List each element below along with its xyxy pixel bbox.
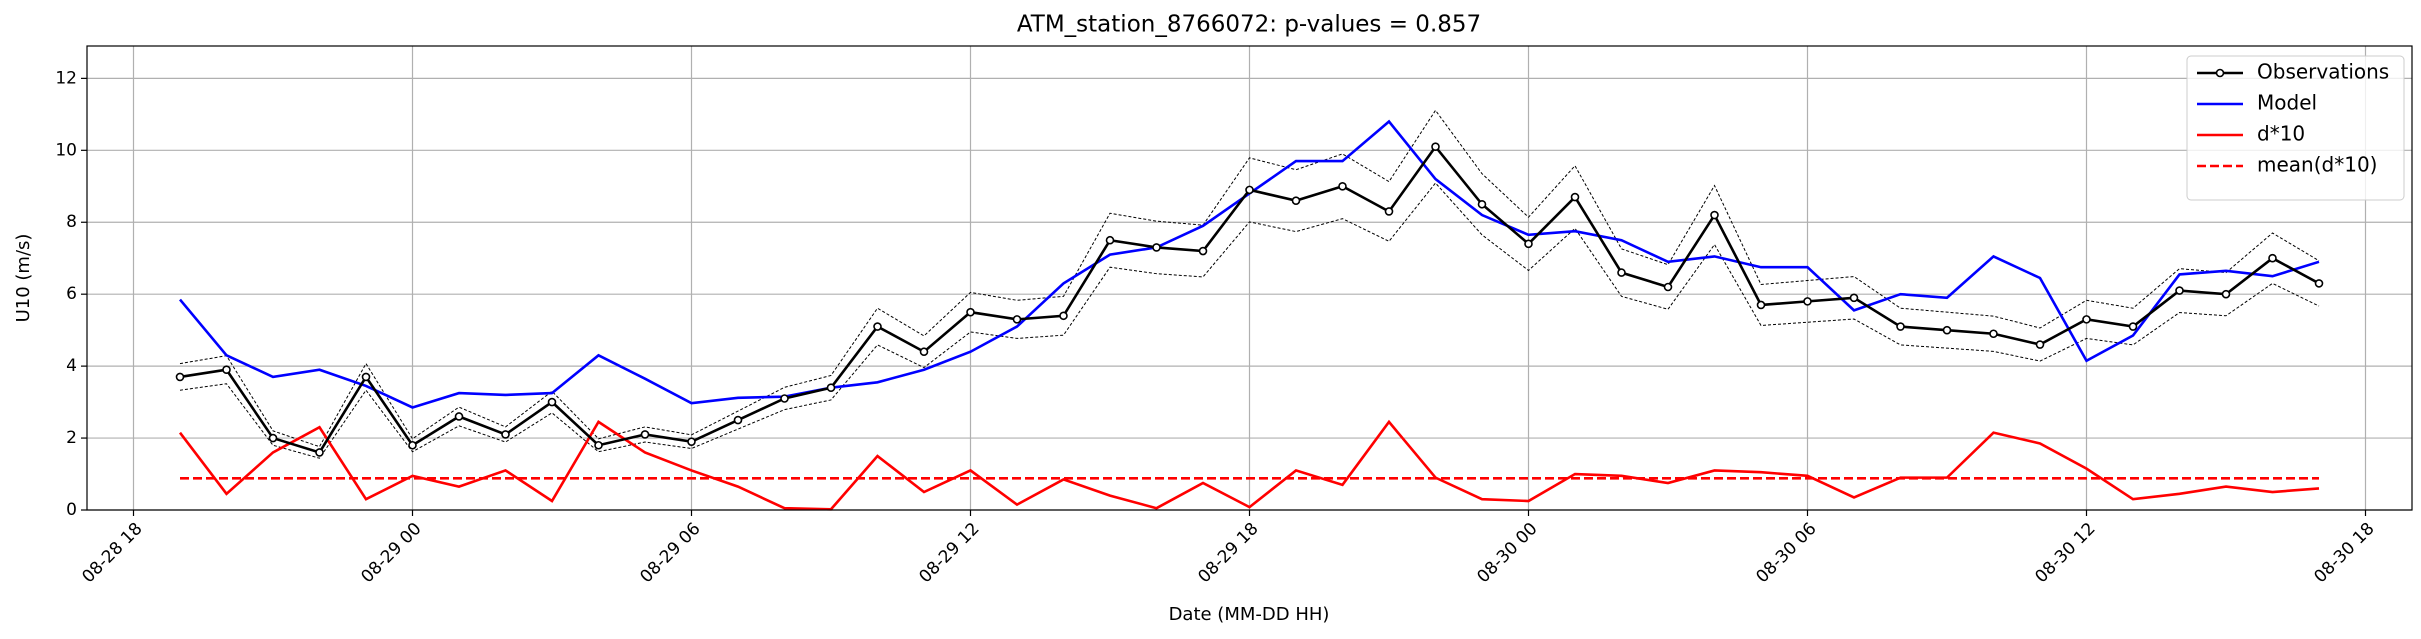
data-point: [2221, 289, 2231, 299]
y-tick-label: 10: [55, 140, 77, 160]
series-line: [179, 182, 2320, 459]
data-point: [1245, 185, 1254, 195]
data-point: [1012, 315, 1022, 324]
data-point: [594, 440, 603, 450]
data-point: [2314, 279, 2324, 288]
y-tick-label: 0: [66, 500, 77, 520]
data-point: [1291, 196, 1301, 205]
legend-label: Model: [2257, 91, 2317, 115]
data-point: [1663, 282, 1673, 292]
data-point: [1338, 181, 1347, 191]
y-tick-label: 6: [66, 284, 77, 304]
data-point: [1756, 300, 1766, 310]
x-axis-label: Date (MM-DD HH): [1169, 604, 1330, 625]
data-point: [2082, 315, 2091, 324]
data-point: [1896, 322, 1905, 331]
data-point: [2175, 286, 2184, 295]
data-point: [1384, 207, 1394, 216]
legend-marker: [2215, 68, 2225, 78]
data-point: [268, 433, 278, 443]
data-point: [1942, 325, 1952, 335]
y-tick-label: 2: [66, 428, 77, 448]
y-axis-label: U10 (m/s): [13, 234, 34, 323]
data-point: [1152, 243, 1161, 252]
data-point: [966, 307, 975, 317]
chart-title: ATM_station_8766072: p-values = 0.857: [1017, 12, 1481, 38]
data-point: [175, 372, 185, 382]
data-point: [222, 365, 231, 375]
data-point: [408, 440, 417, 450]
data-point: [826, 383, 836, 393]
data-point: [873, 322, 882, 331]
data-point: [1105, 235, 1115, 245]
y-tick-label: 8: [66, 212, 77, 232]
data-point: [1989, 329, 1998, 339]
legend: Observations Model d*10 mean(d*10): [2186, 55, 2405, 201]
data-point: [1431, 142, 1440, 152]
data-point: [733, 415, 743, 425]
series-line: [178, 419, 2320, 511]
data-point: [1710, 210, 1719, 220]
data-point: [687, 437, 696, 446]
data-point: [315, 448, 324, 457]
y-tick-label: 4: [66, 356, 77, 376]
data-point: [1803, 297, 1812, 306]
data-point: [640, 430, 650, 439]
data-point: [2035, 340, 2045, 349]
data-point: [361, 372, 371, 382]
data-point: [780, 394, 789, 403]
data-point: [501, 430, 510, 439]
data-point: [1198, 246, 1208, 256]
legend-label: Observations: [2257, 60, 2389, 84]
data-point: [547, 397, 557, 407]
data-point: [1477, 199, 1487, 209]
data-point: [1617, 268, 1626, 277]
data-point: [2268, 253, 2277, 263]
data-point: [2128, 322, 2138, 331]
legend-box: [2186, 55, 2405, 201]
data-point: [1849, 293, 1859, 303]
data-point: [1059, 311, 1068, 321]
data-point: [919, 347, 929, 357]
y-tick-label: 12: [55, 68, 77, 88]
legend-label: mean(d*10): [2257, 153, 2377, 177]
data-point: [1570, 192, 1580, 202]
data-point: [1524, 239, 1533, 249]
data-point: [454, 412, 464, 421]
series-line: [179, 109, 2320, 448]
legend-label: d*10: [2257, 122, 2305, 146]
plot-frame: [86, 45, 2413, 511]
